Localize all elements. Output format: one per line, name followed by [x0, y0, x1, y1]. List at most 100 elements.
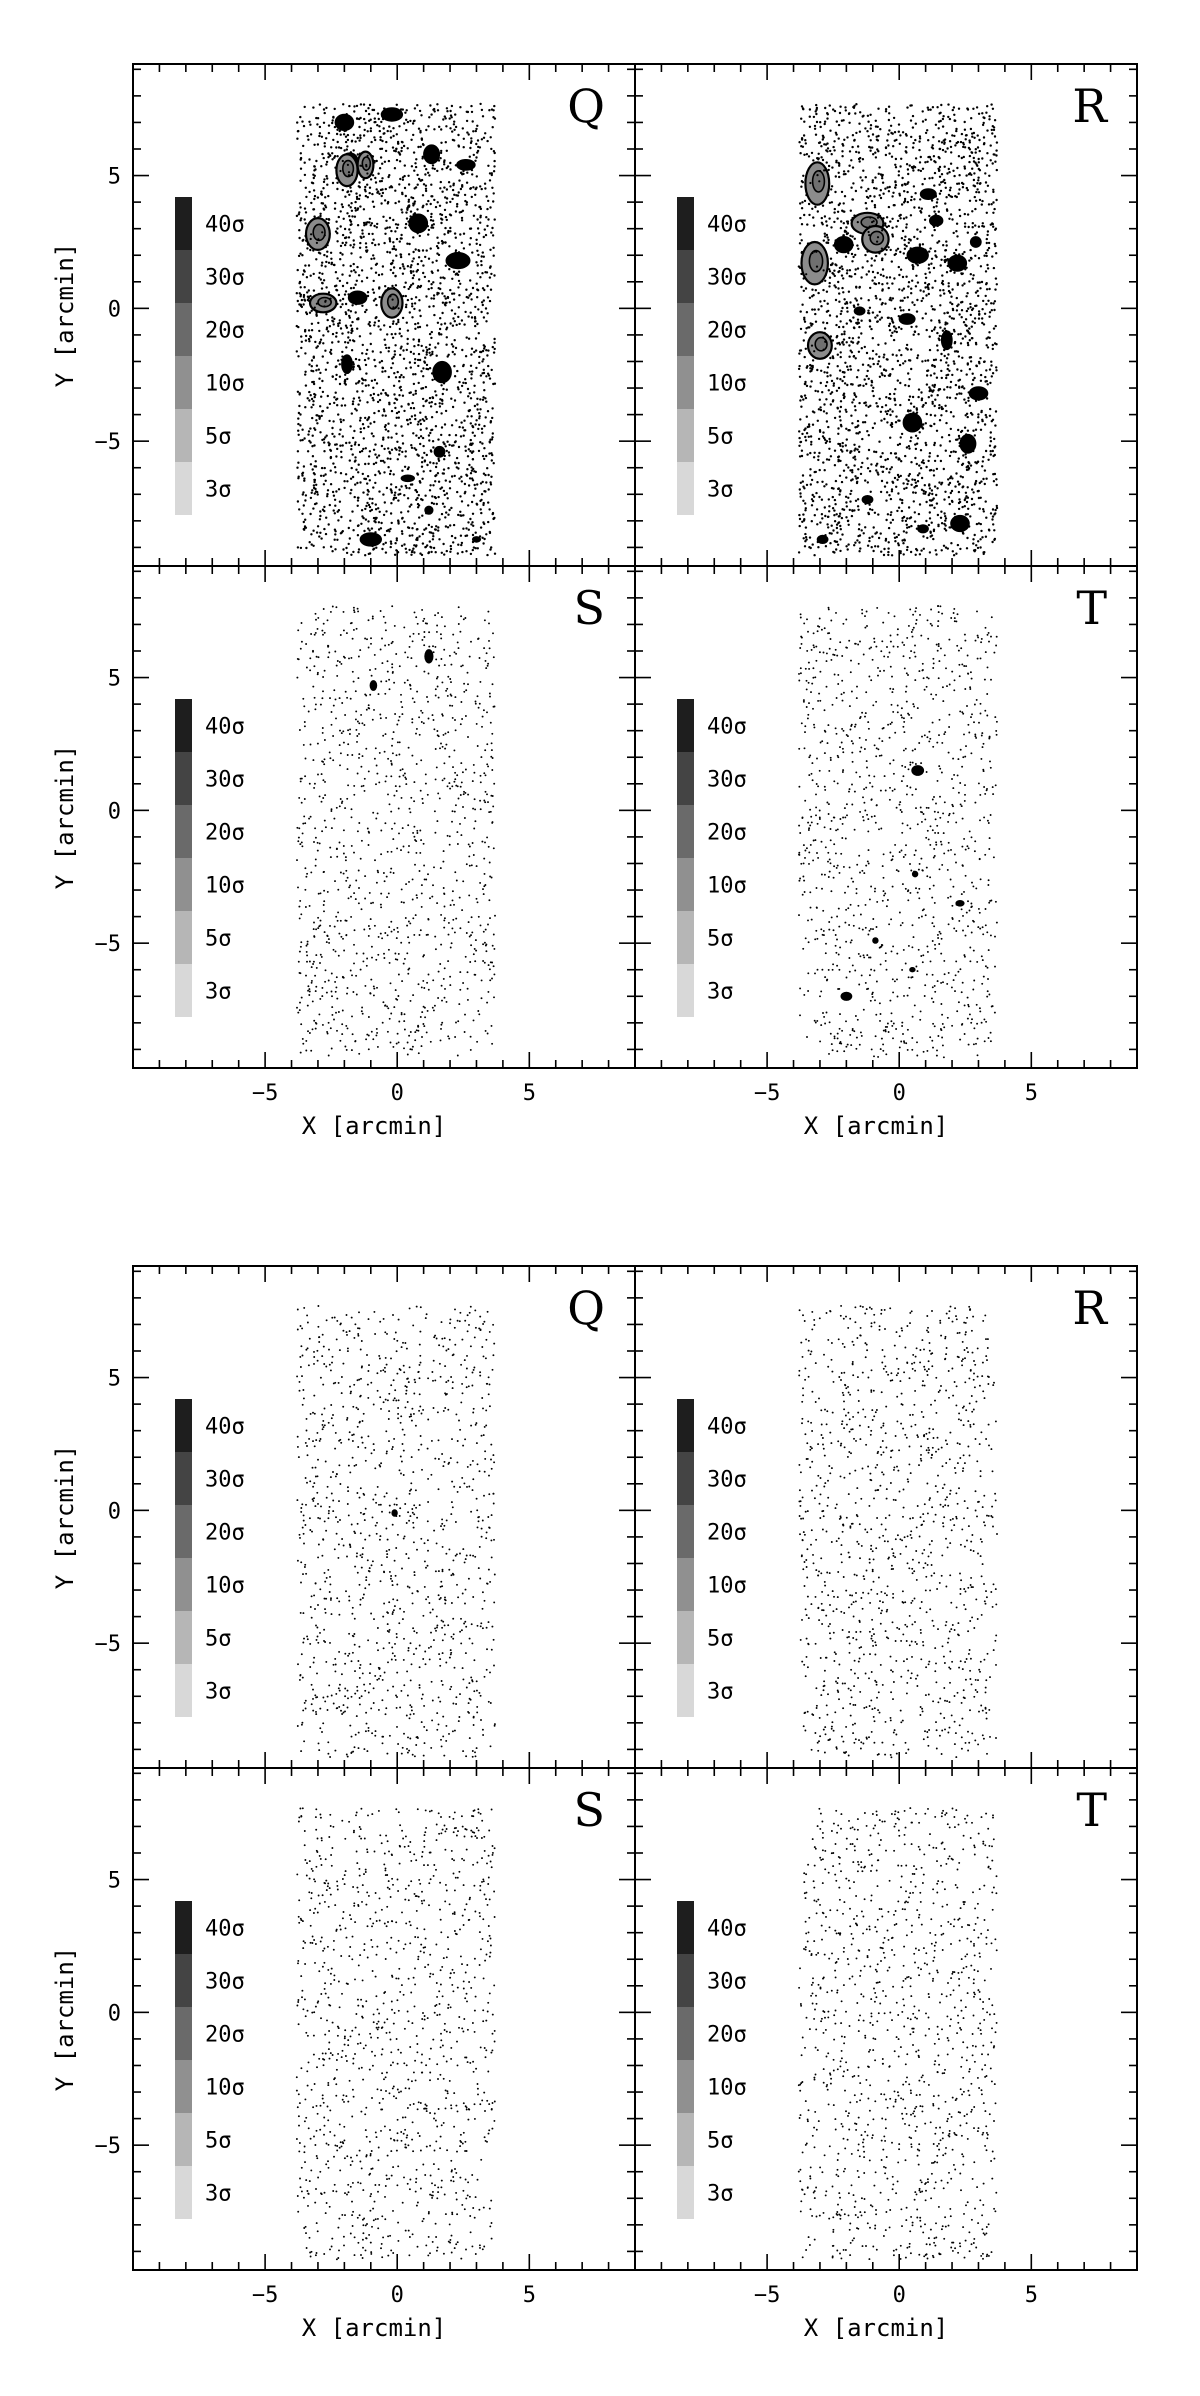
- dot: [900, 432, 904, 436]
- dot: [368, 217, 372, 220]
- dot: [394, 275, 397, 278]
- dot: [799, 216, 802, 220]
- dot: [844, 172, 847, 176]
- dot: [329, 545, 333, 548]
- dot: [867, 377, 870, 380]
- dot: [975, 343, 978, 346]
- dot: [804, 396, 808, 400]
- dot: [392, 271, 395, 275]
- dot: [954, 144, 957, 147]
- dot: [487, 374, 491, 377]
- dot: [991, 347, 994, 351]
- dot: [421, 418, 424, 421]
- dot: [845, 322, 848, 325]
- dot: [834, 131, 838, 134]
- dot: [991, 162, 994, 165]
- dot: [880, 550, 883, 553]
- dot: [420, 387, 423, 390]
- dot: [460, 480, 463, 483]
- dot: [910, 348, 913, 351]
- dot: [347, 309, 350, 312]
- dot: [310, 322, 314, 325]
- dot: [826, 366, 830, 369]
- dot: [478, 415, 481, 418]
- dot: [918, 472, 921, 475]
- dot: [928, 487, 932, 490]
- dot: [332, 509, 335, 512]
- dot: [454, 273, 457, 276]
- dot: [384, 370, 387, 373]
- dot: [486, 467, 489, 470]
- dot: [488, 172, 492, 175]
- dot: [913, 330, 917, 334]
- dot: [905, 478, 908, 481]
- dot: [334, 530, 337, 533]
- dot: [829, 392, 832, 395]
- dot: [396, 458, 399, 461]
- dot: [437, 495, 440, 499]
- dot: [961, 356, 964, 359]
- dot: [334, 201, 337, 205]
- dot: [823, 485, 826, 488]
- dot: [443, 186, 446, 189]
- dot: [841, 306, 844, 310]
- dot: [376, 124, 379, 127]
- dot: [318, 415, 321, 418]
- dot: [899, 306, 902, 309]
- dot: [360, 164, 364, 167]
- dot: [802, 134, 806, 137]
- dot: [833, 109, 837, 113]
- dot: [472, 214, 476, 217]
- dot: [827, 164, 831, 168]
- source-contour: [308, 292, 338, 314]
- dot: [890, 425, 894, 428]
- dot: [299, 413, 302, 416]
- dot: [810, 443, 813, 446]
- dot: [423, 164, 426, 168]
- dot: [913, 303, 916, 307]
- dot: [446, 295, 450, 299]
- dot: [301, 472, 304, 475]
- dot: [315, 483, 318, 486]
- dot: [837, 432, 840, 435]
- dot: [346, 138, 350, 142]
- dot: [330, 146, 333, 149]
- dot: [488, 441, 492, 444]
- dot: [913, 235, 916, 239]
- dot: [884, 153, 888, 157]
- dot: [304, 222, 307, 225]
- dot: [297, 254, 301, 258]
- dot: [921, 243, 925, 246]
- dot: [367, 112, 371, 116]
- dot: [321, 152, 324, 156]
- dot: [899, 474, 902, 478]
- dot: [469, 187, 473, 190]
- dot: [481, 272, 484, 275]
- dot: [340, 456, 343, 459]
- dot: [405, 348, 408, 352]
- dot: [321, 231, 324, 234]
- dot: [875, 450, 878, 454]
- dot: [837, 123, 841, 127]
- dot: [848, 269, 852, 272]
- dot: [958, 392, 961, 395]
- dot: [351, 402, 355, 406]
- dot: [390, 229, 393, 233]
- dot: [312, 380, 315, 384]
- dot: [879, 490, 883, 494]
- dot: [332, 116, 335, 119]
- dot: [485, 320, 488, 323]
- dot: [468, 463, 471, 467]
- dot: [805, 153, 809, 156]
- dot: [897, 533, 900, 537]
- dot: [925, 465, 928, 469]
- dot: [297, 355, 300, 358]
- dot: [296, 466, 299, 469]
- dot: [799, 481, 802, 484]
- dot: [940, 181, 943, 184]
- dot: [477, 145, 480, 149]
- dot: [822, 461, 825, 464]
- dot: [873, 450, 876, 453]
- dot: [393, 247, 396, 250]
- dot: [988, 368, 992, 371]
